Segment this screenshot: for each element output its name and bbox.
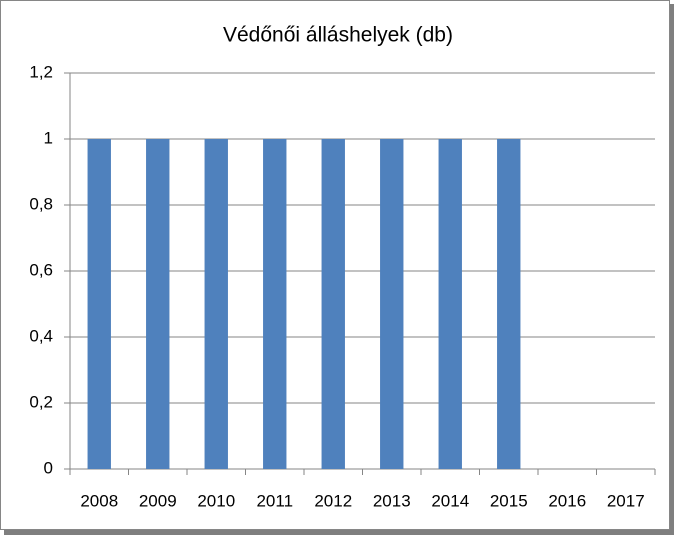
bar <box>380 139 404 469</box>
x-tick-label: 2012 <box>314 491 352 510</box>
bar <box>204 139 228 469</box>
x-tick-label: 2016 <box>548 491 586 510</box>
bar <box>263 139 287 469</box>
x-tick-label: 2010 <box>197 491 235 510</box>
chart-title: Védőnői álláshelyek (db) <box>223 24 453 47</box>
x-tick-label: 2014 <box>431 491 469 510</box>
y-tick-label: 0,4 <box>29 326 53 345</box>
y-tick-label: 1 <box>44 128 53 147</box>
bar <box>497 139 521 469</box>
bar <box>321 139 345 469</box>
y-tick-label: 0,6 <box>29 260 53 279</box>
bar <box>146 139 170 469</box>
bar <box>438 139 462 469</box>
y-tick-label: 0,2 <box>29 392 53 411</box>
bar <box>87 139 111 469</box>
x-tick-label: 2015 <box>490 491 528 510</box>
x-tick-label: 2011 <box>256 491 293 510</box>
y-tick-label: 0 <box>44 458 53 477</box>
x-tick-label: 2017 <box>607 491 645 510</box>
y-tick-label: 1,2 <box>29 62 53 81</box>
x-tick-label: 2008 <box>80 491 118 510</box>
y-tick-label: 0,8 <box>29 194 53 213</box>
x-tick-label: 2009 <box>139 491 177 510</box>
x-tick-label: 2013 <box>373 491 411 510</box>
